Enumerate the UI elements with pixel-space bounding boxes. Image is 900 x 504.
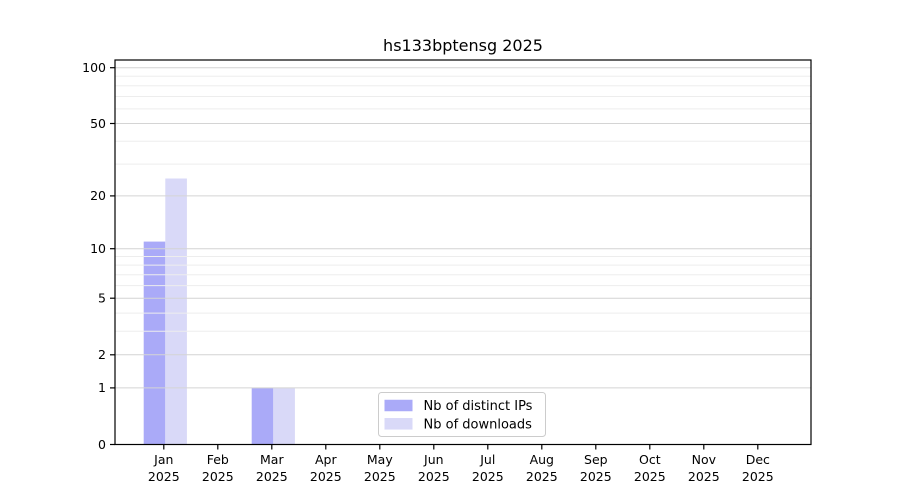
y-tick-label: 0 [98, 437, 106, 452]
x-tick-label-month: Mar [260, 452, 284, 467]
bar-downloads-jan [165, 178, 187, 445]
x-tick-label-year: 2025 [580, 469, 612, 484]
y-tick-label: 10 [90, 241, 106, 256]
y-tick-label: 50 [90, 116, 106, 131]
chart-title: hs133bptensg 2025 [383, 36, 543, 55]
legend-label-distinct-ips: Nb of distinct IPs [424, 399, 533, 414]
x-tick-label-month: Feb [207, 452, 229, 467]
x-tick-label-month: Nov [692, 452, 717, 467]
legend-label-downloads: Nb of downloads [424, 417, 533, 432]
x-tick-label-month: Jun [423, 452, 444, 467]
y-tick-label: 2 [98, 347, 106, 362]
legend-swatch-downloads [384, 418, 413, 430]
x-tick-label-month: Apr [315, 452, 337, 467]
x-tick-label-year: 2025 [742, 469, 774, 484]
x-tick-label-year: 2025 [634, 469, 666, 484]
y-tick-label: 5 [98, 291, 106, 306]
x-tick-label-month: Aug [530, 452, 554, 467]
x-tick-label-year: 2025 [472, 469, 504, 484]
gridlines-layer [115, 67, 811, 389]
plot-border [114, 59, 812, 446]
legend-swatch-distinct-ips [384, 399, 413, 412]
x-tick-label-year: 2025 [310, 469, 342, 484]
x-tick-label-year: 2025 [202, 469, 234, 484]
x-tick-label-month: Jan [153, 452, 173, 467]
x-tick-label-year: 2025 [526, 469, 558, 484]
y-tick-label: 1 [98, 380, 106, 395]
bar-downloads-mar [273, 387, 295, 445]
x-tick-label-year: 2025 [364, 469, 396, 484]
bar-distinct-ips-mar [251, 387, 274, 445]
legend-box [378, 392, 546, 437]
x-tick-label-month: Jul [479, 452, 495, 467]
bar-distinct-ips-jan [143, 241, 166, 445]
x-tick-label-month: Oct [639, 452, 661, 467]
x-tick-label-month: Dec [746, 452, 770, 467]
axes-layer: 0 1 2 5 10 20 50 100 Jan 2025 Feb 2025 Mar 2025 Apr 202… [82, 59, 812, 484]
x-tick-label-month: Sep [584, 452, 608, 467]
bars-layer [143, 178, 295, 445]
x-tick-label-year: 2025 [688, 469, 720, 484]
x-tick-label-year: 2025 [148, 469, 180, 484]
y-tick-label: 100 [82, 60, 106, 75]
x-tick-label-year: 2025 [418, 469, 450, 484]
x-tick-label-year: 2025 [256, 469, 288, 484]
y-tick-label: 20 [90, 188, 106, 203]
x-tick-label-month: May [367, 452, 393, 467]
legend: Nb of distinct IPs Nb of downloads [378, 392, 546, 437]
